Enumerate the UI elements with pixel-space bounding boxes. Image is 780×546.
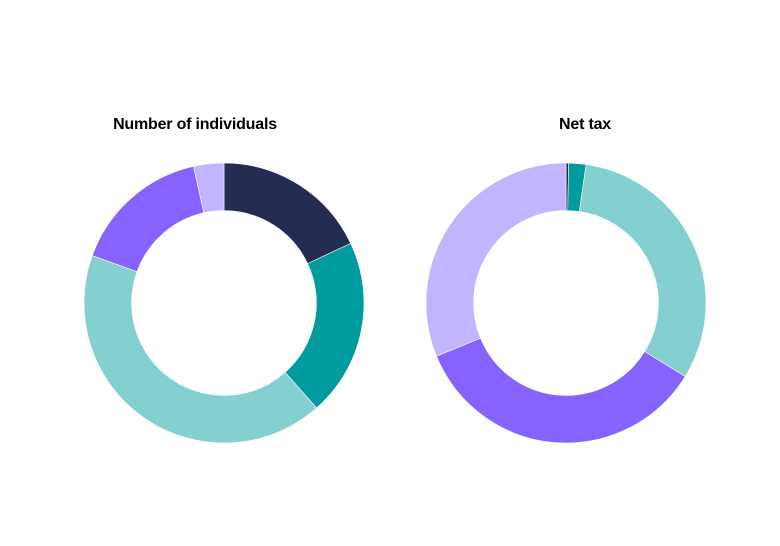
- donut-slice-3: [578, 164, 707, 377]
- donut-chart-net-tax: Net tax: [390, 0, 780, 546]
- donut-slice-1: [223, 162, 352, 265]
- donut-slice-2: [284, 242, 365, 409]
- donut-slice-5: [425, 162, 567, 357]
- donut-chart-individuals: Number of individuals: [83, 116, 365, 444]
- donut-svg: [425, 162, 707, 444]
- donut-svg: [83, 162, 365, 444]
- donut-slice-3: [83, 255, 318, 444]
- donut-slice-5: [193, 162, 225, 214]
- chart-title: Net tax: [559, 116, 611, 133]
- donut-slice-4: [436, 337, 686, 444]
- donut-slice-4: [91, 166, 205, 273]
- chart-title: Number of individuals: [113, 116, 277, 133]
